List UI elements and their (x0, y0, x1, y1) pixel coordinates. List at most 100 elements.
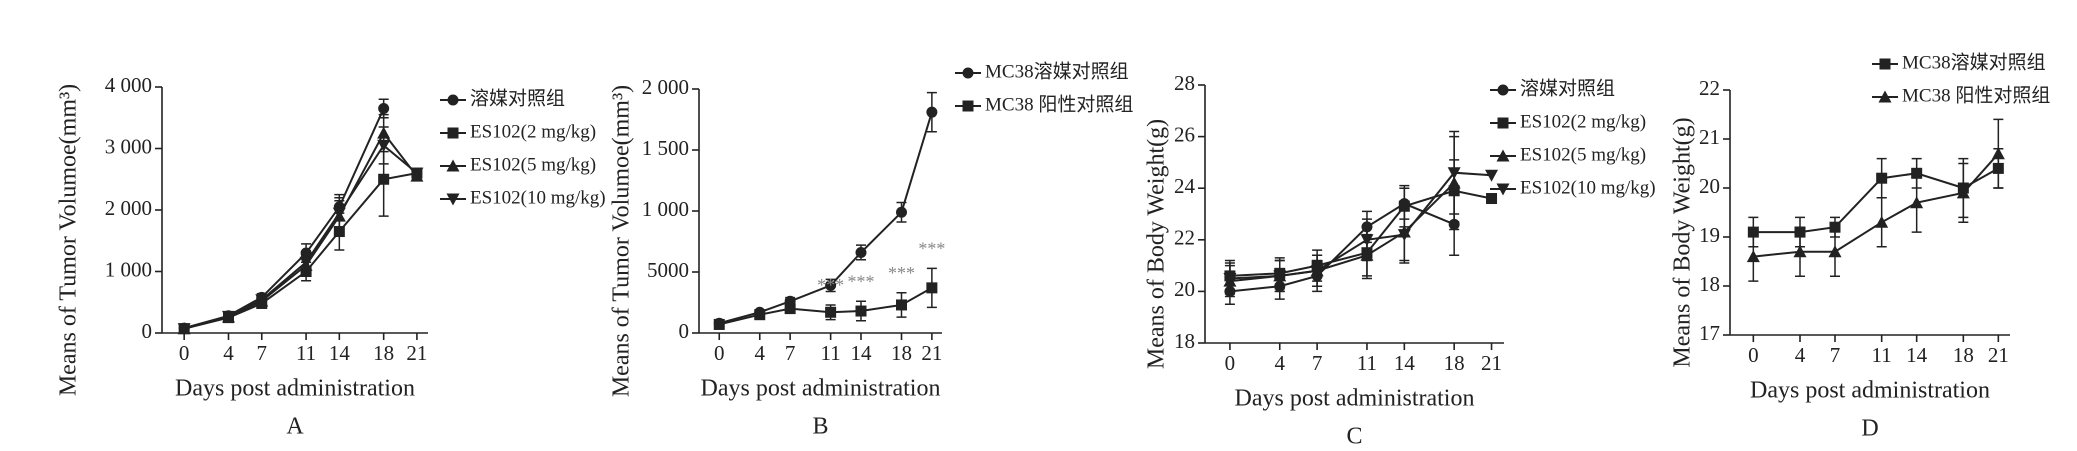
marker (784, 303, 796, 315)
y-tick-label: 5000 (647, 258, 689, 282)
marker (378, 103, 390, 115)
marker (447, 94, 459, 106)
marker (1486, 193, 1498, 205)
x-tick-label: 11 (1357, 351, 1377, 375)
panel-label: C (1346, 424, 1362, 450)
y-tick-label: 4 000 (105, 73, 152, 97)
y-axis-label: Means of Tumor Volumoe(mm³) (56, 84, 82, 396)
y-axis-label: Means of Tumor Volumoe(mm³) (609, 85, 635, 397)
marker (1447, 167, 1461, 180)
y-tick-label: 0 (679, 319, 690, 343)
y-tick-label: 21 (1699, 125, 1720, 149)
annotation: *** (848, 271, 875, 291)
y-axis-label: Means of Body Weight(g) (1144, 119, 1170, 369)
legend-label: 溶媒对照组 (470, 87, 565, 109)
marker (1910, 196, 1924, 209)
y-tick-label: 1 000 (642, 197, 689, 221)
marker (855, 246, 867, 258)
marker (1875, 215, 1889, 228)
marker (1497, 84, 1509, 96)
x-tick-label: 11 (1872, 343, 1892, 367)
x-axis-label: Days post administration (175, 376, 415, 402)
marker (1223, 273, 1237, 285)
x-axis-label: Days post administration (1235, 386, 1475, 412)
y-tick-label: 22 (1174, 226, 1195, 250)
y-tick-label: 26 (1174, 122, 1195, 146)
x-tick-label: 0 (714, 341, 725, 365)
x-tick-label: 7 (1830, 343, 1841, 367)
x-tick-label: 21 (921, 341, 942, 365)
marker (1310, 265, 1324, 278)
marker (926, 106, 938, 118)
series-line (1229, 202, 1455, 293)
marker (255, 294, 269, 307)
x-tick-label: 18 (373, 341, 394, 365)
marker (1497, 117, 1509, 129)
x-tick-label: 18 (891, 341, 912, 365)
y-tick-label: 24 (1174, 174, 1196, 198)
y-tick-label: 2 000 (642, 75, 689, 99)
x-tick-label: 14 (329, 341, 351, 365)
legend-label: MC38溶媒对照组 (985, 60, 1129, 82)
marker (1793, 245, 1807, 258)
legend-label: MC38 阳性对照组 (985, 93, 1133, 115)
x-tick-label: 21 (406, 341, 427, 365)
y-tick-label: 20 (1174, 277, 1195, 301)
marker (410, 167, 424, 180)
y-tick-label: 22 (1699, 76, 1720, 100)
marker (378, 173, 390, 185)
panel-label: A (286, 414, 304, 440)
y-tick-label: 17 (1699, 321, 1720, 345)
marker (896, 299, 907, 311)
marker (377, 139, 391, 152)
y-tick-label: 1 000 (105, 257, 152, 281)
series-line (183, 131, 418, 330)
marker (446, 193, 460, 206)
x-tick-label: 18 (1444, 351, 1465, 375)
marker (177, 323, 191, 336)
annotation: *** (918, 238, 945, 258)
y-tick-label: 2 000 (105, 196, 152, 220)
marker (222, 310, 235, 323)
x-tick-label: 7 (257, 341, 268, 365)
marker (1876, 172, 1888, 184)
marker (1273, 270, 1287, 283)
legend-label: ES102(10 mg/kg) (1520, 177, 1656, 198)
x-tick-label: 14 (851, 341, 873, 365)
legend-label: ES102(5 mg/kg) (1520, 144, 1646, 165)
panel-label: D (1861, 416, 1878, 442)
y-axis-label: Means of Body Weight(g) (1670, 117, 1696, 367)
marker (713, 318, 725, 330)
y-tick-label: 3 000 (105, 134, 152, 158)
legend-label: 溶媒对照组 (1520, 77, 1615, 99)
series-line (183, 172, 418, 330)
x-tick-label: 7 (1312, 351, 1323, 375)
x-tick-label: 21 (1481, 351, 1502, 375)
x-tick-label: 4 (1795, 343, 1806, 367)
marker (1991, 147, 2005, 160)
marker (855, 305, 867, 317)
legend-label: MC38 阳性对照组 (1902, 84, 2050, 106)
x-tick-label: 18 (1953, 343, 1974, 367)
y-tick-label: 28 (1174, 71, 1195, 95)
y-tick-label: 19 (1699, 223, 1720, 247)
marker (332, 207, 346, 220)
marker (446, 159, 460, 172)
legend-label: ES102(2 mg/kg) (470, 121, 596, 142)
marker (1746, 250, 1760, 263)
marker (299, 256, 313, 269)
y-tick-label: 18 (1174, 329, 1195, 353)
x-tick-label: 14 (1906, 343, 1928, 367)
marker (962, 67, 974, 79)
x-tick-label: 0 (179, 341, 190, 365)
x-tick-label: 4 (223, 341, 234, 365)
legend-label: ES102(10 mg/kg) (470, 187, 606, 208)
annotation: *** (817, 275, 844, 295)
annotation: *** (888, 263, 915, 283)
marker (896, 206, 907, 218)
marker (825, 306, 837, 318)
series-line (1229, 182, 1455, 283)
x-tick-label: 4 (755, 341, 766, 365)
y-tick-label: 18 (1699, 272, 1720, 296)
